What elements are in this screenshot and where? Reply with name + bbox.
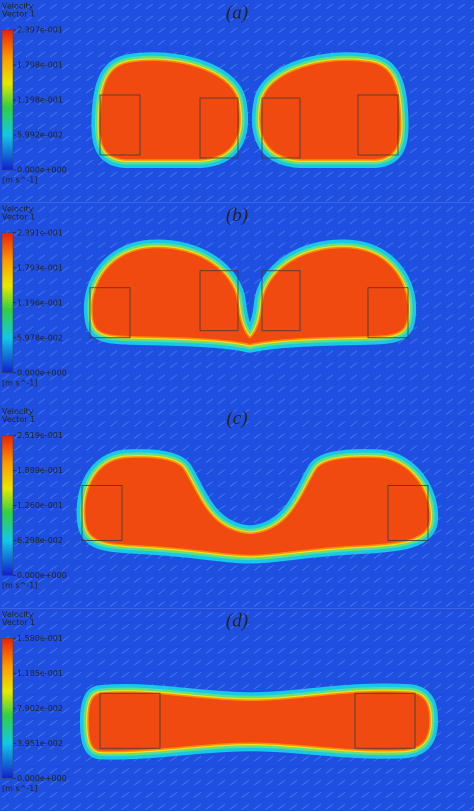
colorbar-tick-label: 6.298e-002 xyxy=(17,536,63,545)
colorbar-tick-label: 5.978e-002 xyxy=(17,333,63,342)
colorbar-tick-label: 0.000e+000 xyxy=(17,166,67,175)
colorbar-unit: [m s^-1] xyxy=(2,176,37,185)
region-box xyxy=(357,94,399,156)
region-box xyxy=(81,485,123,541)
colorbar-tick-label: 1.798e-001 xyxy=(17,61,63,70)
region-box xyxy=(199,270,239,332)
colorbar-tick-label: 0.000e+000 xyxy=(17,774,67,783)
colorbar-tick-label: 1.198e-001 xyxy=(17,96,63,105)
region-box xyxy=(261,270,301,332)
colorbar-tick-label: 2.391e-001 xyxy=(17,228,63,237)
region-box xyxy=(354,692,416,749)
colorbar-title: Velocity xyxy=(2,2,34,11)
colorbar-subtitle: Vector 1 xyxy=(2,618,35,627)
colorbar-tick-label: 5.992e-002 xyxy=(17,131,63,140)
colorbar-tick-label: 1.260e-001 xyxy=(17,501,63,510)
colorbar-title: Velocity xyxy=(2,204,34,213)
colorbar-tick-label: 1.889e-001 xyxy=(17,466,63,475)
colorbar-tick-label: 0.000e+000 xyxy=(17,571,67,580)
region-box xyxy=(261,97,301,159)
colorbar-tick-label: 7.902e-002 xyxy=(17,704,63,713)
colorbar xyxy=(1,638,14,779)
colorbar xyxy=(1,232,14,373)
panel-label: (b) xyxy=(226,205,248,226)
region-box xyxy=(387,485,429,541)
colorbar-tick-label: 1.185e-001 xyxy=(17,669,63,678)
shape xyxy=(98,59,241,161)
colorbar-subtitle: Vector 1 xyxy=(2,415,35,424)
shape xyxy=(87,690,431,753)
shape xyxy=(259,59,402,161)
shape xyxy=(83,456,431,557)
region-box xyxy=(99,94,141,156)
colorbar-tick-label: 2.397e-001 xyxy=(17,26,63,35)
colorbar-tick-label: 3.951e-002 xyxy=(17,739,63,748)
colorbar-subtitle: Vector 1 xyxy=(2,212,35,221)
colorbar xyxy=(1,435,14,576)
panel-label: (a) xyxy=(226,2,248,23)
colorbar-tick-label: 1.580e-001 xyxy=(17,634,63,643)
panel-label: (c) xyxy=(226,408,247,429)
region-box xyxy=(99,692,161,749)
colorbar xyxy=(1,29,14,171)
colorbar-tick-label: 1.196e-001 xyxy=(17,298,63,307)
region-box xyxy=(89,287,131,339)
colorbar-unit: [m s^-1] xyxy=(2,581,37,590)
colorbar-title: Velocity xyxy=(2,610,34,619)
colorbar-title: Velocity xyxy=(2,407,34,416)
colorbar-subtitle: Vector 1 xyxy=(2,10,35,19)
colorbar-tick-label: 1.793e-001 xyxy=(17,263,63,272)
colorbar-tick-label: 2.519e-001 xyxy=(17,431,63,440)
colorbar-unit: [m s^-1] xyxy=(2,784,37,793)
colorbar-tick-label: 0.000e+000 xyxy=(17,368,67,377)
region-box xyxy=(199,97,239,159)
colorbar-unit: [m s^-1] xyxy=(2,378,37,387)
panel-label: (d) xyxy=(226,611,248,632)
region-box xyxy=(367,287,409,339)
